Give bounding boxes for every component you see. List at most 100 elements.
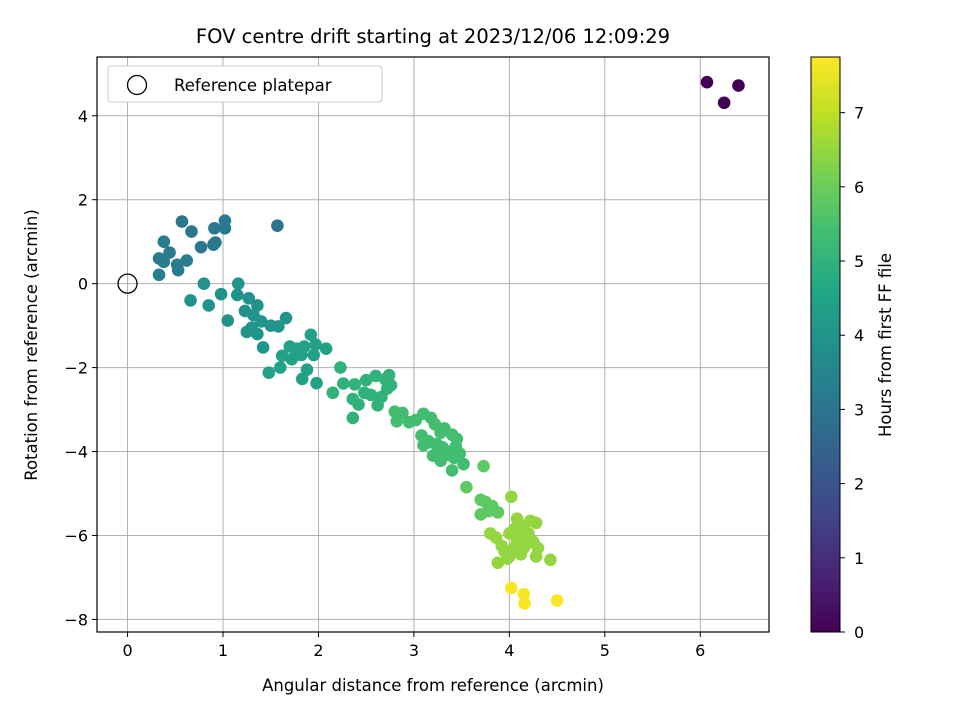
- data-point: [221, 314, 235, 327]
- colorbar-tick-label: 4: [854, 326, 864, 345]
- colorbar: 0 1 2 3 4 5 6 7 Hours from first FF file: [810, 56, 895, 642]
- colorbar-tick-label: 0: [854, 623, 864, 642]
- data-point: [518, 597, 531, 610]
- x-axis-ticks: 0 1 2 3 4 5 6: [122, 632, 705, 660]
- chart-title: FOV centre drift starting at 2023/12/06 …: [196, 25, 670, 48]
- colorbar-tick-label: 6: [854, 178, 864, 197]
- y-tick-label: −8: [64, 610, 88, 629]
- data-point: [157, 255, 171, 269]
- data-point: [334, 361, 347, 374]
- data-point: [197, 277, 211, 290]
- legend: Reference platepar: [107, 65, 383, 103]
- x-tick-label: 0: [122, 641, 132, 660]
- data-point: [352, 398, 365, 411]
- data-point: [504, 581, 518, 595]
- data-point: [517, 587, 530, 601]
- data-point: [175, 215, 189, 228]
- x-tick-label: 5: [600, 641, 610, 660]
- x-tick-label: 2: [313, 641, 323, 660]
- data-point: [384, 378, 398, 392]
- data-point: [307, 348, 320, 362]
- data-point: [290, 342, 303, 355]
- data-point: [491, 556, 505, 570]
- data-point: [240, 325, 254, 339]
- data-point: [256, 341, 270, 354]
- data-point: [202, 299, 215, 312]
- reference-point: [117, 273, 138, 294]
- x-tick-label: 1: [218, 641, 228, 660]
- data-point: [477, 459, 490, 473]
- data-point: [295, 372, 309, 386]
- data-points: [152, 75, 745, 610]
- data-point: [262, 366, 276, 379]
- data-point: [529, 550, 543, 563]
- data-point: [449, 440, 463, 453]
- data-point: [375, 390, 388, 404]
- data-point: [390, 415, 404, 428]
- colorbar-tick-label: 5: [854, 252, 864, 271]
- data-point: [279, 311, 293, 325]
- x-tick-label: 3: [409, 641, 419, 660]
- data-point: [171, 263, 185, 277]
- data-point: [364, 388, 378, 402]
- data-point: [304, 328, 318, 342]
- data-point: [194, 240, 208, 254]
- data-point: [501, 552, 514, 565]
- data-point: [231, 288, 244, 302]
- x-axis-label: Angular distance from reference (arcmin): [262, 676, 604, 695]
- data-point: [271, 219, 284, 233]
- colorbar-gradient: [810, 56, 841, 633]
- y-tick-label: 2: [78, 191, 88, 210]
- y-axis-label: Rotation from reference (arcmin): [22, 209, 41, 481]
- data-point: [184, 294, 197, 307]
- data-point: [409, 413, 423, 427]
- data-point: [504, 490, 518, 504]
- data-point: [273, 361, 287, 374]
- data-point: [231, 277, 245, 290]
- data-point: [309, 338, 322, 351]
- y-tick-label: 0: [78, 275, 88, 294]
- data-point: [319, 342, 333, 355]
- colorbar-tick-label: 7: [854, 104, 864, 123]
- data-point: [346, 411, 360, 425]
- legend-marker: [126, 74, 148, 96]
- reference-marker: [117, 273, 138, 294]
- data-point: [431, 443, 445, 456]
- data-point: [242, 292, 256, 305]
- data-point: [326, 386, 340, 400]
- data-point: [503, 527, 516, 540]
- data-point: [251, 299, 264, 312]
- x-tick-label: 4: [504, 641, 514, 660]
- y-axis-ticks: −8 −6 −4 −2 0 2 4: [64, 107, 97, 629]
- data-point: [732, 79, 745, 92]
- data-point: [157, 235, 171, 248]
- y-tick-label: −4: [64, 443, 88, 462]
- data-point: [717, 96, 731, 110]
- colorbar-tick-label: 2: [854, 475, 864, 494]
- data-point: [359, 373, 373, 387]
- data-point: [482, 504, 495, 518]
- data-point: [251, 327, 264, 341]
- colorbar-label: Hours from first FF file: [876, 253, 895, 437]
- data-point: [510, 535, 524, 549]
- data-point: [310, 376, 323, 390]
- legend-label: Reference platepar: [174, 76, 332, 95]
- colorbar-tick-label: 1: [854, 549, 864, 568]
- data-point: [214, 287, 228, 301]
- data-point: [348, 378, 362, 391]
- data-point: [185, 225, 198, 238]
- grid: [97, 57, 769, 632]
- data-point: [152, 268, 166, 282]
- data-point: [550, 594, 564, 607]
- y-tick-label: −6: [64, 526, 88, 545]
- data-point: [544, 553, 557, 567]
- colorbar-ticks: 0 1 2 3 4 5 6 7: [840, 104, 864, 642]
- data-point: [520, 531, 533, 544]
- data-point: [422, 435, 436, 449]
- data-point: [180, 254, 194, 267]
- data-point: [457, 457, 470, 471]
- legend-box: [107, 65, 383, 103]
- data-point: [441, 448, 454, 462]
- data-point: [208, 221, 221, 235]
- data-point: [529, 516, 543, 530]
